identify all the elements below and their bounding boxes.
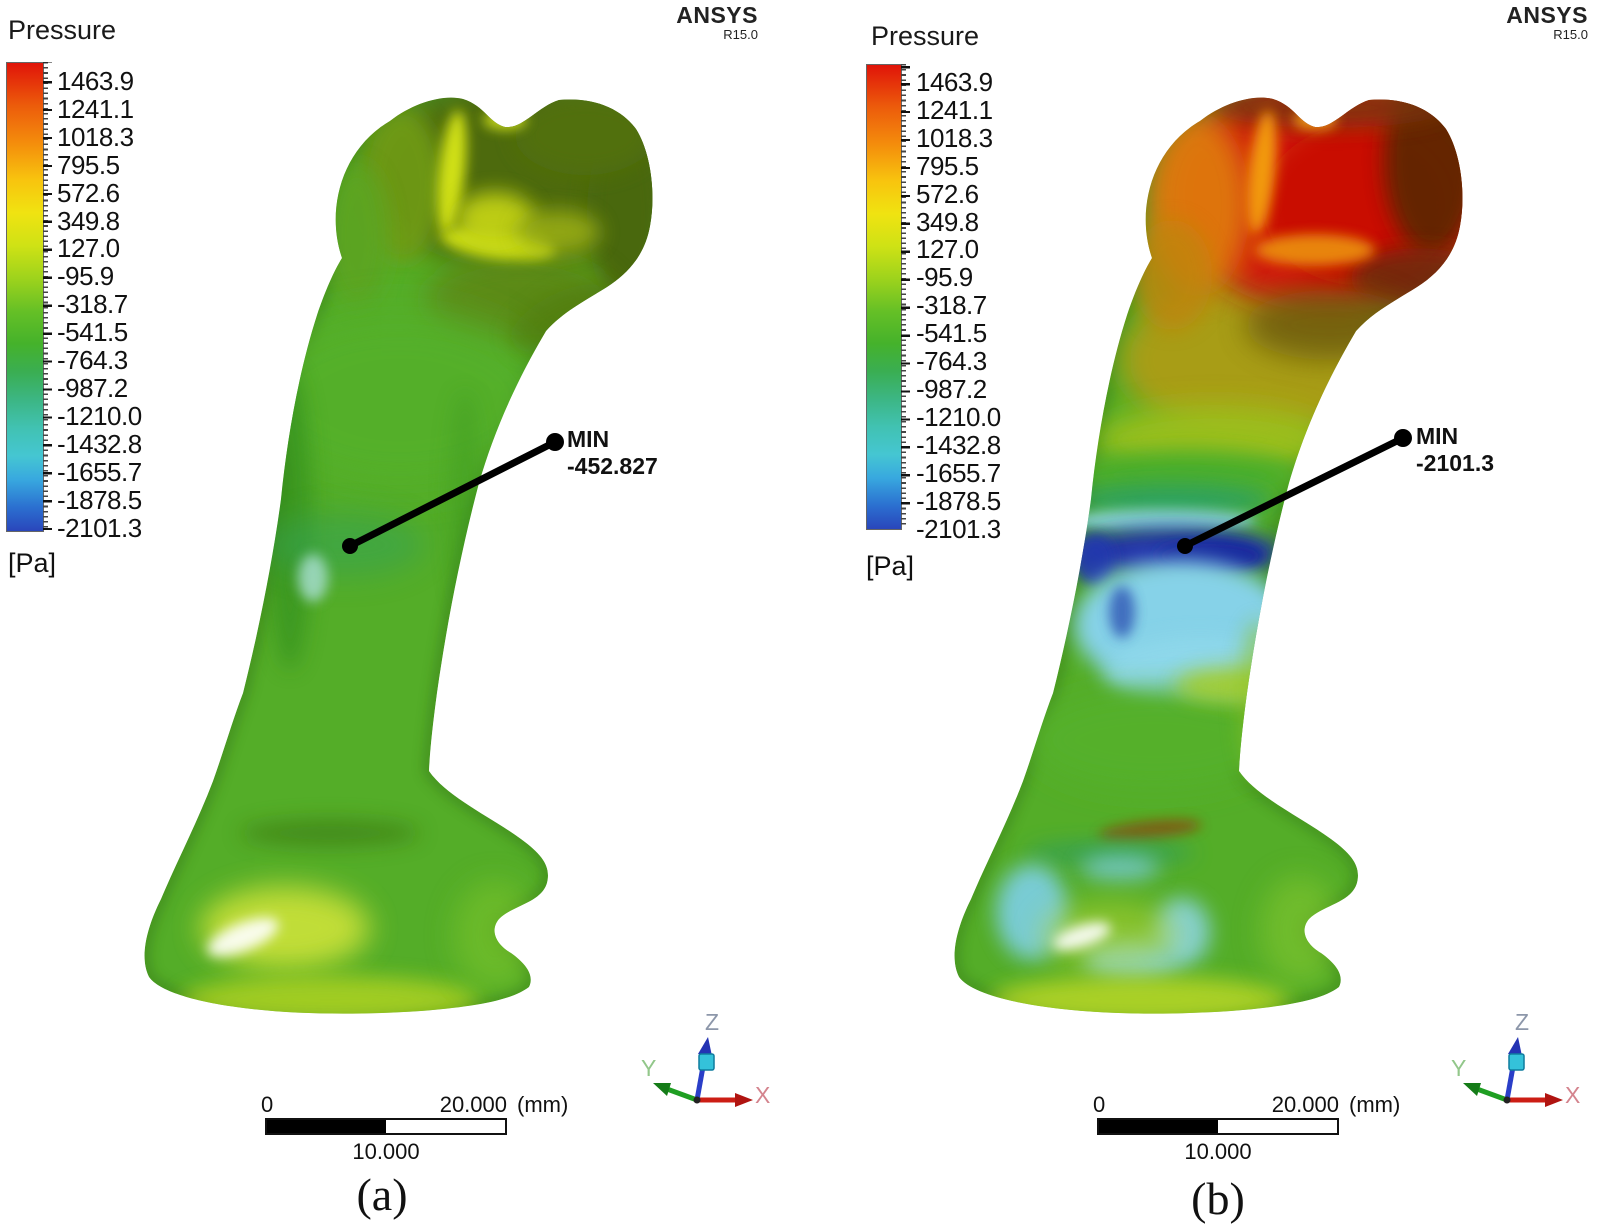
legend-tick-label: 127.0 <box>57 233 120 264</box>
legend-tick-label: -1878.5 <box>57 484 142 515</box>
min-annotation-a: MIN -452.827 <box>567 426 658 480</box>
legend-tick-label: -2101.3 <box>57 512 142 543</box>
scale-start-label: 0 <box>1093 1092 1106 1117</box>
bone-contour-a <box>144 97 653 1014</box>
legend-title-a: Pressure <box>8 15 117 45</box>
legend-tick-label: -1210.0 <box>57 400 142 431</box>
ansys-brand: ANSYS <box>1506 2 1588 28</box>
legend-tick-label: -1655.7 <box>57 456 142 487</box>
x-axis-label: X <box>1565 1082 1580 1108</box>
y-axis-icon <box>1476 1086 1508 1103</box>
legend-tick-label: 795.5 <box>57 149 120 180</box>
min-label-dot-b <box>1394 429 1412 447</box>
legend-tick-label: 1463.9 <box>916 67 993 97</box>
figure-label-b: (b) <box>1191 1173 1245 1224</box>
scale-unit-label: (mm) <box>517 1092 569 1117</box>
triad-cube-icon <box>1508 1053 1525 1071</box>
legend-tick-label: -541.5 <box>916 318 987 349</box>
scale-end-label: 20.000 <box>439 1092 507 1117</box>
legend-title-b: Pressure <box>871 21 980 51</box>
ansys-version: R15.0 <box>723 27 758 42</box>
min-annotation-label: MIN <box>1416 423 1459 449</box>
triad-cube-icon <box>698 1053 715 1071</box>
scale-bar-a: 0 20.000 (mm) 10.000 <box>261 1092 585 1164</box>
scale-mid-label: 10.000 <box>352 1139 420 1164</box>
legend-tick-label: -95.9 <box>57 261 114 292</box>
legend-tick-label: -1210.0 <box>916 401 1001 432</box>
legend-tick-label: -2101.3 <box>916 513 1001 544</box>
legend-tick-label: 127.0 <box>916 234 979 265</box>
legend-tick-label: 1018.3 <box>57 121 134 152</box>
z-axis-label: Z <box>1515 1009 1529 1035</box>
scale-bar-ruler <box>265 1118 507 1135</box>
coordinate-triad-a: X Y Z <box>641 1009 770 1108</box>
legend-tick-label: 1241.1 <box>57 93 134 124</box>
y-axis-icon <box>666 1086 698 1103</box>
min-annotation-value: -452.827 <box>567 453 658 479</box>
min-annotation-value: -2101.3 <box>1416 450 1495 476</box>
y-axis-label: Y <box>1451 1055 1466 1081</box>
pressure-colorbar-a <box>6 62 44 532</box>
legend-tick-label: 349.8 <box>57 205 120 236</box>
ansys-version: R15.0 <box>1553 27 1588 42</box>
min-point-marker-b <box>1177 538 1193 554</box>
ansys-brand: ANSYS <box>676 2 758 28</box>
x-axis-label: X <box>755 1082 770 1108</box>
legend-tick-label: -987.2 <box>916 373 987 404</box>
scale-end-label: 20.000 <box>1271 1092 1339 1117</box>
legend-tick-label: -541.5 <box>57 317 128 348</box>
legend-tick-label: 572.6 <box>916 178 979 209</box>
z-axis-label: Z <box>705 1009 719 1035</box>
legend-unit-a: [Pa] <box>8 548 57 578</box>
figure-label-a: (a) <box>356 1169 408 1220</box>
min-annotation-b: MIN -2101.3 <box>1416 423 1494 477</box>
legend-tick-label: -318.7 <box>916 290 987 321</box>
legend-tick-labels-a: 1463.9 1241.1 1018.3 795.5 572.6 349.8 1… <box>57 66 142 543</box>
min-point-marker-a <box>342 538 358 554</box>
min-leader-b <box>1177 429 1412 554</box>
scale-bar-ruler-black-half <box>267 1120 386 1133</box>
legend-tick-label: 795.5 <box>916 150 979 181</box>
legend-tick-label: -95.9 <box>916 262 973 293</box>
min-annotation-label: MIN <box>567 426 610 452</box>
legend-tick-label: -764.3 <box>57 345 128 376</box>
scale-unit-label: (mm) <box>1349 1092 1401 1117</box>
legend-tick-label: -1432.8 <box>916 429 1001 460</box>
legend-unit-b: [Pa] <box>866 551 915 581</box>
legend-tick-label: -318.7 <box>57 289 128 320</box>
legend-tick-label: -1432.8 <box>57 428 142 459</box>
coordinate-triad-b: X Y Z <box>1451 1009 1580 1108</box>
scale-bar-b: 0 20.000 (mm) 10.000 <box>1093 1092 1417 1164</box>
y-axis-label: Y <box>641 1055 656 1081</box>
legend-tick-label: -764.3 <box>916 346 987 377</box>
min-leader-a <box>342 433 564 554</box>
legend-tick-label: -1655.7 <box>916 457 1001 488</box>
colorbar-major-ticks-a <box>43 62 52 530</box>
legend-tick-labels-b: 1463.9 1241.1 1018.3 795.5 572.6 349.8 1… <box>916 67 1001 544</box>
legend-tick-label: -987.2 <box>57 372 128 403</box>
ansys-logo-b: ANSYS R15.0 <box>1438 2 1588 42</box>
legend-tick-label: 1463.9 <box>57 66 134 96</box>
legend-tick-label: -1878.5 <box>916 485 1001 516</box>
legend-tick-label: 1018.3 <box>916 122 993 153</box>
min-label-dot-a <box>546 433 564 451</box>
bone-contour-b <box>955 97 1463 1014</box>
legend-tick-label: 1241.1 <box>916 94 993 125</box>
scale-bar-ruler-black-half <box>1099 1120 1218 1133</box>
legend-tick-label: 349.8 <box>916 206 979 237</box>
legend-tick-label: 572.6 <box>57 177 120 208</box>
pressure-colorbar-b <box>866 64 902 530</box>
colorbar-major-ticks-b <box>901 64 910 528</box>
scale-start-label: 0 <box>261 1092 274 1117</box>
scale-bar-ruler <box>1097 1118 1339 1135</box>
ansys-logo-a: ANSYS R15.0 <box>608 2 758 42</box>
scale-mid-label: 10.000 <box>1184 1139 1252 1164</box>
